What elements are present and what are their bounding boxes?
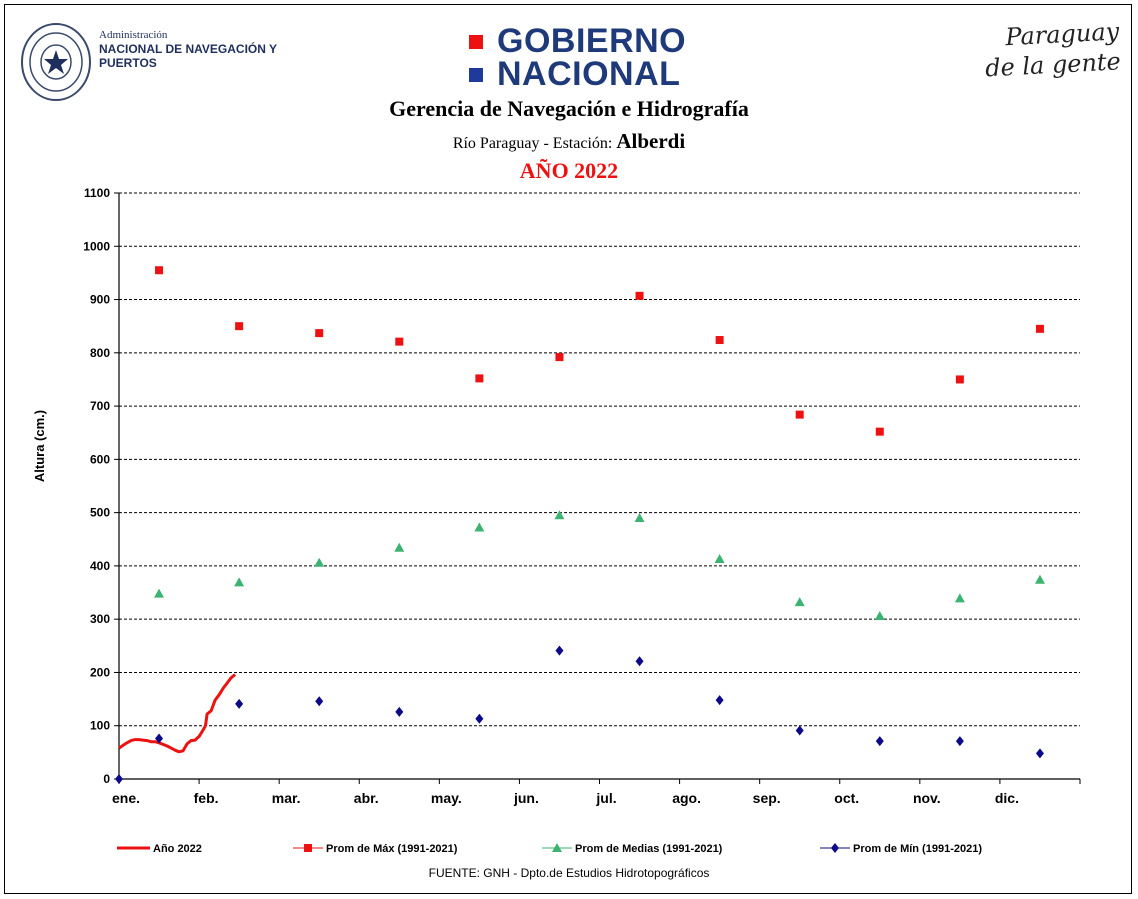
data-point <box>555 645 564 656</box>
legend-label: Prom de Medias (1991-2021) <box>575 843 723 855</box>
data-point <box>1035 748 1044 759</box>
y-tick-label: 800 <box>90 346 110 360</box>
y-tick-label: 500 <box>90 506 110 520</box>
x-tick-label: ago. <box>672 790 701 806</box>
chart-subtitle: Río Paraguay - Estación: Alberdi <box>0 129 1138 154</box>
station-name: Alberdi <box>616 129 686 153</box>
data-point <box>715 695 724 706</box>
data-point <box>635 291 644 300</box>
data-point <box>474 522 485 532</box>
data-point <box>875 427 884 436</box>
agency-name-line1: NACIONAL DE NAVEGACIÓN Y <box>99 42 278 56</box>
legend-label: Prom de Máx (1991-2021) <box>326 843 458 855</box>
red-square-icon <box>469 34 483 49</box>
data-point <box>635 656 644 667</box>
data-point <box>115 774 123 784</box>
x-tick-label: may. <box>431 790 462 806</box>
data-point <box>475 374 484 383</box>
y-tick-label: 1100 <box>84 186 110 200</box>
data-point <box>554 510 565 520</box>
y-axis-label: Altura (cm.) <box>32 410 47 482</box>
data-point <box>795 725 804 736</box>
government-logo: GOBIERNO NACIONAL <box>469 22 687 93</box>
gov-line1: GOBIERNO <box>497 22 687 60</box>
data-point <box>235 698 244 709</box>
data-point <box>234 577 245 587</box>
x-tick-label: feb. <box>194 790 219 806</box>
y-tick-label: 200 <box>90 665 110 679</box>
data-point <box>314 557 325 567</box>
data-point <box>154 588 165 598</box>
data-point <box>155 266 164 275</box>
national-seal-icon <box>21 23 91 101</box>
y-tick-label: 900 <box>90 293 110 307</box>
agency-name: Administración NACIONAL DE NAVEGACIÓN Y … <box>99 28 339 70</box>
y-tick-label: 0 <box>103 772 110 786</box>
source-note: FUENTE: GNH - Dpto.de Estudios Hidrotopo… <box>428 866 710 880</box>
data-point <box>155 733 164 744</box>
y-tick-label: 600 <box>90 452 110 466</box>
x-tick-label: jul. <box>595 790 616 806</box>
data-point <box>875 736 884 747</box>
chart-frame <box>4 4 1132 894</box>
blue-square-icon <box>469 67 483 82</box>
x-tick-label: sep. <box>753 790 781 806</box>
x-tick-label: abr. <box>354 790 379 806</box>
agency-admin-label: Administración <box>99 29 168 41</box>
data-point <box>794 597 805 607</box>
series-line-ano-2022 <box>118 673 237 754</box>
data-point <box>315 696 324 707</box>
data-point <box>715 336 724 345</box>
legend-swatch-marker <box>831 843 839 853</box>
x-tick-label: jun. <box>513 790 539 806</box>
data-point <box>395 337 404 346</box>
data-point <box>315 329 324 338</box>
data-point <box>955 375 964 384</box>
y-tick-label: 1000 <box>83 239 110 253</box>
data-point <box>555 353 564 362</box>
x-tick-label: nov. <box>913 790 941 806</box>
data-point <box>954 593 965 603</box>
year-title: AÑO 2022 <box>519 158 619 183</box>
y-tick-label: 300 <box>90 612 110 626</box>
data-point <box>394 542 405 552</box>
data-point <box>955 736 964 747</box>
data-point <box>874 610 885 620</box>
y-tick-label: 700 <box>90 399 110 413</box>
y-tick-label: 100 <box>90 719 110 733</box>
legend-swatch-marker <box>304 844 312 852</box>
data-point <box>475 713 484 724</box>
y-tick-label: 400 <box>90 559 110 573</box>
x-tick-label: mar. <box>272 790 301 806</box>
x-tick-label: oct. <box>834 790 859 806</box>
legend-label: Año 2022 <box>153 843 202 855</box>
x-tick-label: dic. <box>995 790 1019 806</box>
chart-title: Gerencia de Navegación e Hidrografía <box>389 96 749 121</box>
subtitle-prefix: Río Paraguay - Estación: <box>452 135 617 152</box>
data-point <box>795 410 804 419</box>
data-point <box>1035 324 1044 333</box>
x-tick-label: ene. <box>112 790 140 806</box>
gov-line2: NACIONAL <box>497 55 681 93</box>
data-point <box>1034 574 1045 584</box>
legend-swatch-marker <box>552 843 562 852</box>
agency-name-line2: PUERTOS <box>99 56 157 70</box>
data-point <box>634 512 645 522</box>
data-point <box>235 322 244 331</box>
legend-label: Prom de Mín (1991-2021) <box>853 843 982 855</box>
data-point <box>714 553 725 563</box>
data-point <box>395 706 404 717</box>
